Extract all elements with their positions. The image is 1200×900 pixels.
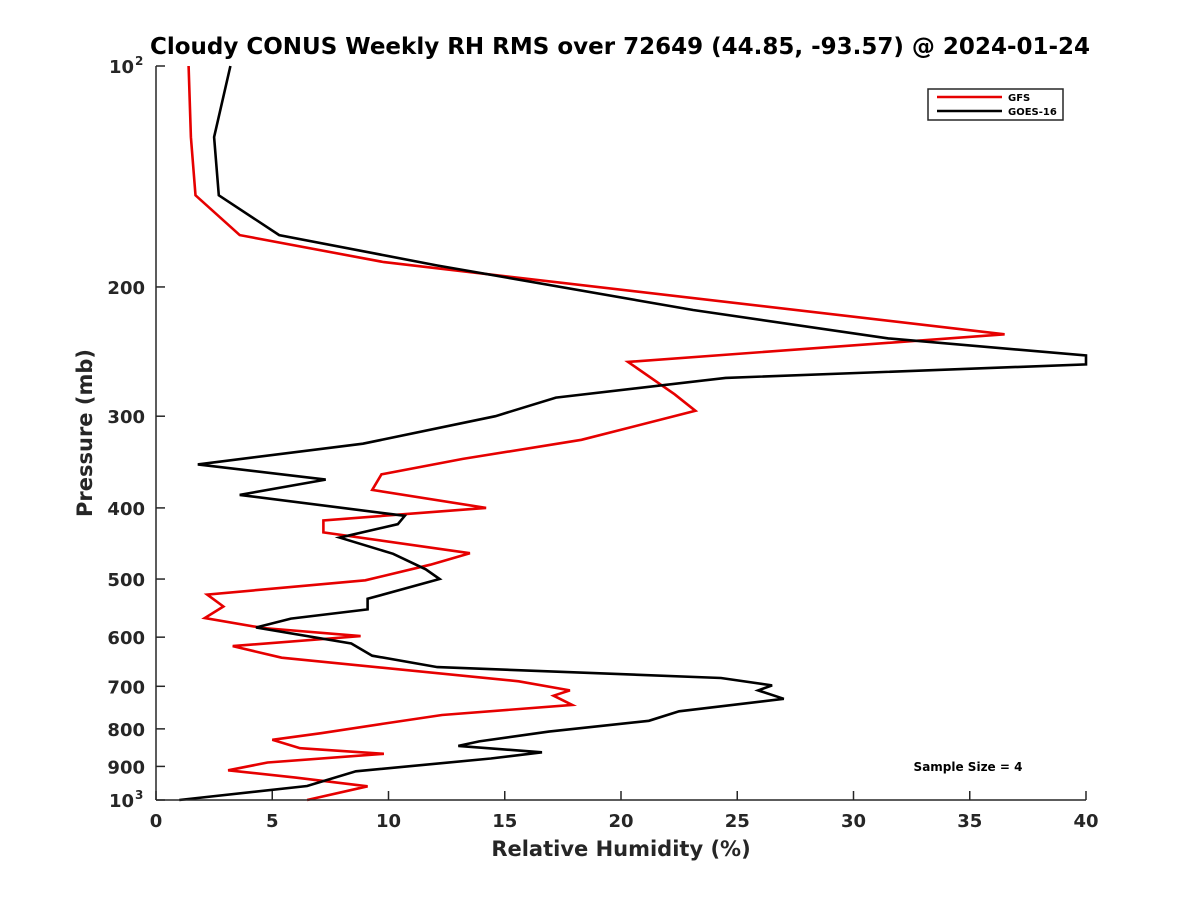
- x-ticks: 0 5 10 15 20 25 30 35 40: [150, 791, 1099, 832]
- y-tick-label: 700: [107, 677, 145, 698]
- y-tick-exponent: 2: [135, 54, 143, 68]
- x-tick-label: 20: [608, 811, 633, 832]
- x-axis-label: Relative Humidity (%): [491, 837, 750, 861]
- x-tick-label: 0: [150, 811, 163, 832]
- legend-label-gfs: GFS: [1008, 93, 1030, 104]
- x-tick-label: 25: [725, 811, 750, 832]
- x-tick-label: 15: [492, 811, 517, 832]
- y-tick-label: 800: [107, 720, 145, 741]
- plot-area-frame: [156, 66, 1086, 800]
- x-tick-label: 5: [266, 811, 279, 832]
- chart-title: Cloudy CONUS Weekly RH RMS over 72649 (4…: [150, 34, 1090, 60]
- y-tick-label: 200: [107, 278, 145, 299]
- y-tick-label: 500: [107, 570, 145, 591]
- x-tick-label: 30: [841, 811, 866, 832]
- y-axis-label: Pressure (mb): [73, 349, 97, 517]
- series-line-gfs: [187, 65, 1005, 802]
- legend: GFS GOES-16: [927, 88, 1064, 121]
- y-tick-label: 400: [107, 499, 145, 520]
- x-tick-label: 35: [957, 811, 982, 832]
- x-tick-label: 40: [1073, 811, 1098, 832]
- y-tick-label: 10: [109, 791, 134, 812]
- y-tick-exponent: 3: [135, 788, 143, 802]
- y-tick-label: 10: [109, 57, 134, 78]
- legend-label-goes: GOES-16: [1008, 107, 1057, 118]
- y-tick-label: 300: [107, 407, 145, 428]
- x-tick-label: 10: [376, 811, 401, 832]
- series-line-goes-16: [179, 65, 1088, 802]
- y-tick-label: 900: [107, 757, 145, 778]
- y-tick-label: 600: [107, 628, 145, 649]
- sample-size-annotation: Sample Size = 4: [914, 760, 1023, 774]
- plot-lines: [179, 65, 1088, 802]
- legend-box: [927, 88, 1064, 121]
